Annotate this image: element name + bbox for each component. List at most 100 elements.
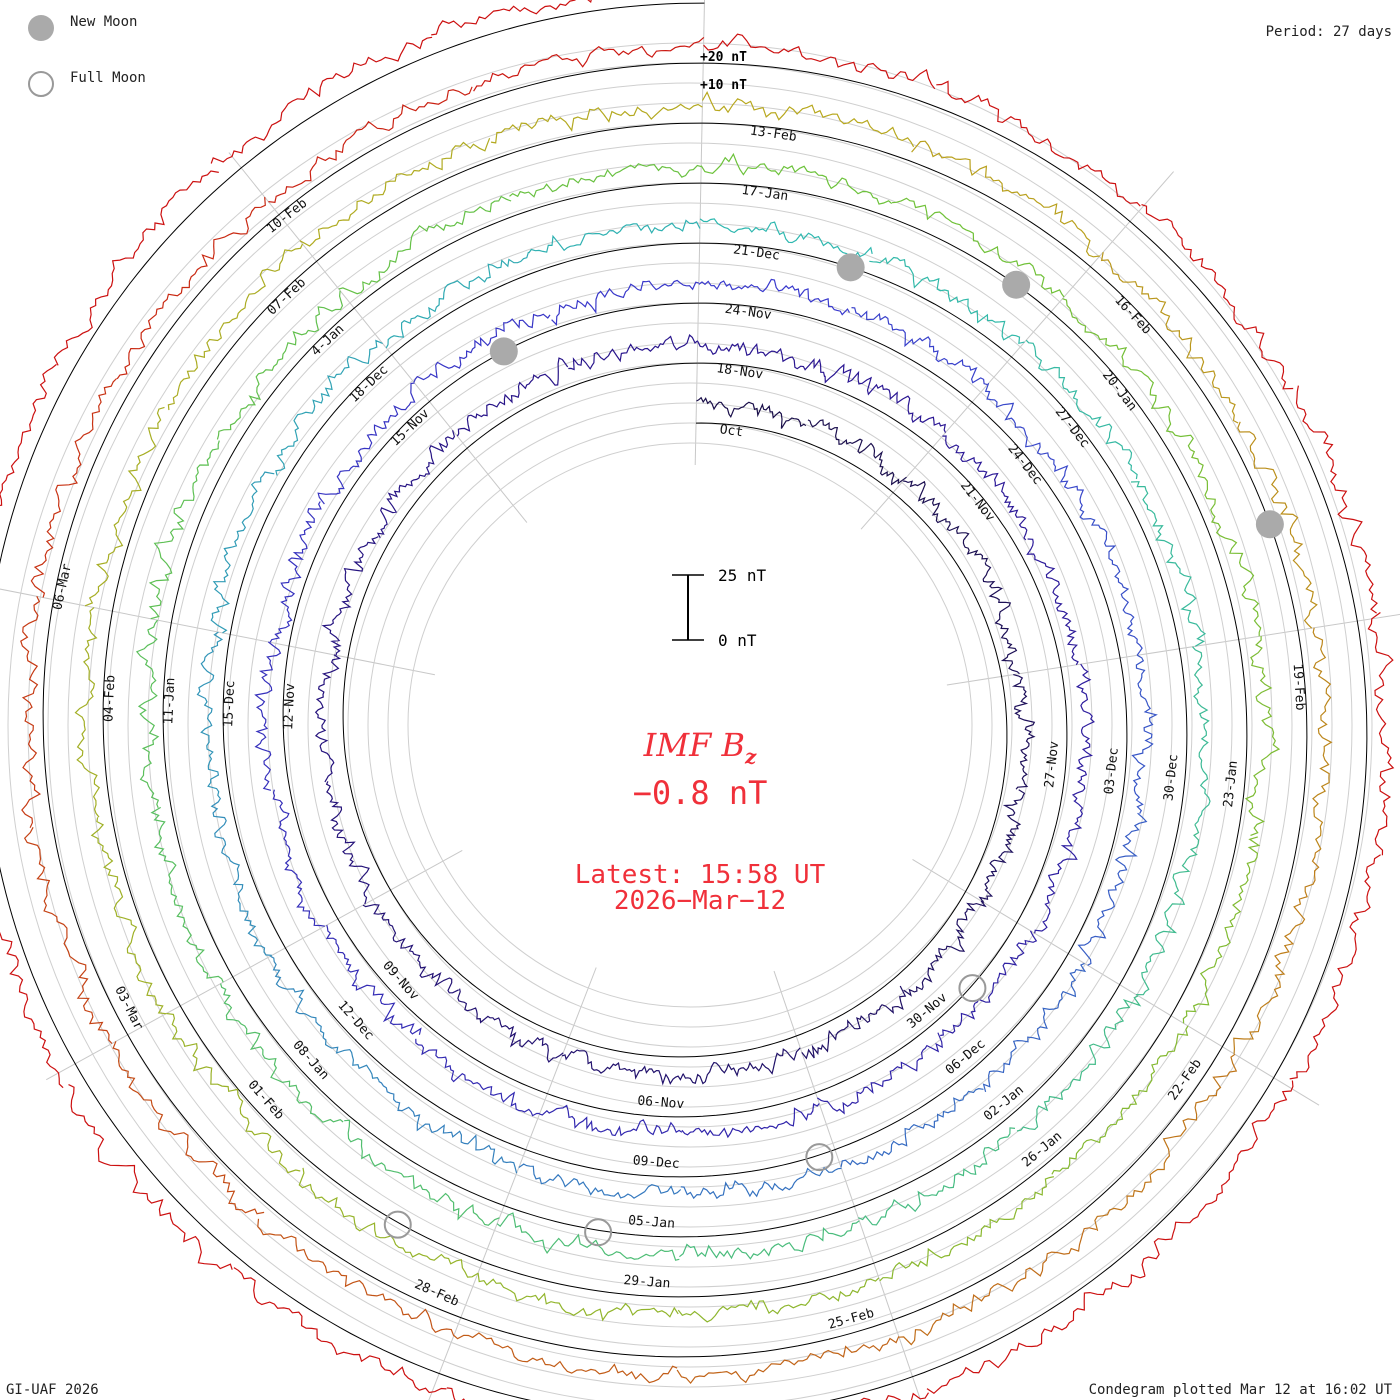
trace-segment (1062, 298, 1194, 450)
trace-segment (210, 36, 433, 164)
trace-segment (697, 341, 826, 378)
grid-ring (307, 342, 1073, 1108)
trace-segment (984, 382, 1085, 511)
new-moon-marker (489, 337, 518, 366)
grid-ring (287, 322, 1093, 1128)
spoke-line (946, 613, 1400, 686)
grid-ring (227, 262, 1153, 1188)
current-value: −0.8 nT (632, 774, 768, 812)
trace-segment (1141, 204, 1294, 390)
grid-ring (407, 442, 973, 1008)
trace-segment (942, 435, 1028, 541)
trace-segment (490, 103, 703, 144)
trace-segment (1071, 663, 1095, 802)
spoke-line (428, 967, 597, 1400)
credit-label: GI-UAF 2026 (6, 1382, 99, 1398)
date-label: 18-Dec (347, 363, 391, 406)
grid-ring (267, 302, 1113, 1148)
trace-segment (518, 1163, 682, 1199)
trace-segment (84, 406, 165, 607)
trace-segment (325, 924, 422, 1035)
trace-segment (816, 1032, 943, 1115)
date-label: 19-Feb (1290, 663, 1308, 711)
trace-segment (321, 536, 379, 656)
trace-segment (496, 1212, 680, 1261)
spoke-line (912, 859, 1320, 1106)
trace-segment (551, 279, 699, 327)
trace-segment (679, 1220, 860, 1260)
date-label: 20-Jan (1099, 368, 1140, 414)
full-moon-marker (958, 974, 987, 1003)
new-moon-marker (1002, 270, 1031, 299)
trace-segment (453, 1332, 678, 1384)
moon-markers (383, 253, 1284, 1247)
trace-segment (275, 339, 383, 476)
date-label: 07-Feb (265, 275, 310, 318)
new-moon-marker (836, 253, 865, 282)
trace-segment (539, 1104, 683, 1137)
trace-segment (53, 170, 219, 366)
trace-segment (344, 1119, 500, 1226)
trace-segment (378, 1080, 518, 1174)
trace-segment (210, 471, 275, 634)
trace-segment (150, 806, 224, 983)
trace-segment (135, 619, 160, 809)
trace-segment (431, 0, 592, 36)
trace-segment (1130, 481, 1207, 647)
trace-segment (681, 1103, 820, 1139)
trace-segment (801, 985, 907, 1060)
trace-segment (936, 80, 1141, 207)
ring-scale-label: +20 nT (700, 50, 747, 65)
date-label: 4-Jan (309, 322, 348, 360)
trace-segment (1136, 824, 1200, 996)
trace-segment (0, 931, 64, 1089)
trace-segment (1077, 812, 1148, 966)
latest-time: Latest: 15:58 UT (574, 860, 826, 890)
trace-segment (1312, 627, 1333, 850)
trace-segment (254, 641, 282, 791)
trace-segment (680, 1166, 842, 1200)
trace-segment (23, 827, 113, 1044)
trace-segment (196, 631, 224, 799)
trace-segment (1141, 1080, 1294, 1277)
baseline-2 (222, 242, 1128, 1178)
date-label: 30-Dec (1161, 753, 1181, 801)
trace-segment (473, 36, 705, 92)
trace-segment (376, 430, 456, 539)
trace-segment (1289, 854, 1381, 1080)
trace-segment (676, 1336, 900, 1385)
trace-segment (677, 1277, 880, 1323)
grid-ring (127, 162, 1253, 1288)
ring-scale-labels: +20 nT +10 nT (700, 50, 747, 93)
full-moon-icon (28, 71, 54, 97)
date-label: 05-Jan (628, 1213, 676, 1232)
trace-segment (272, 789, 325, 927)
trace-segment (1016, 995, 1142, 1132)
grid-ring (367, 402, 1013, 1048)
trace-segment (148, 440, 220, 620)
grid-ring (67, 102, 1313, 1348)
trace-segment (74, 607, 101, 818)
trace-segment (700, 152, 893, 205)
baseline-3 (162, 182, 1188, 1238)
trace-segment (116, 197, 266, 380)
trace-segment (1192, 646, 1211, 825)
trace-segment (477, 1272, 679, 1322)
full-moon-label: Full Moon (70, 70, 146, 86)
date-label: Oct (719, 422, 744, 440)
new-moon-icon (28, 15, 54, 41)
trace-segment (220, 983, 344, 1123)
date-label: 06-Nov (637, 1094, 685, 1113)
grid-ring (107, 142, 1273, 1308)
date-label: 24-Nov (724, 302, 773, 323)
trace-segment (299, 137, 491, 247)
trace-segment (891, 197, 1065, 298)
date-label: 27-Dec (1052, 405, 1093, 451)
date-label: 13-Feb (749, 123, 798, 144)
trace-segment (210, 797, 272, 956)
trace-segment (268, 86, 473, 203)
trace-segment (698, 278, 851, 316)
trace-segment (1131, 654, 1158, 814)
